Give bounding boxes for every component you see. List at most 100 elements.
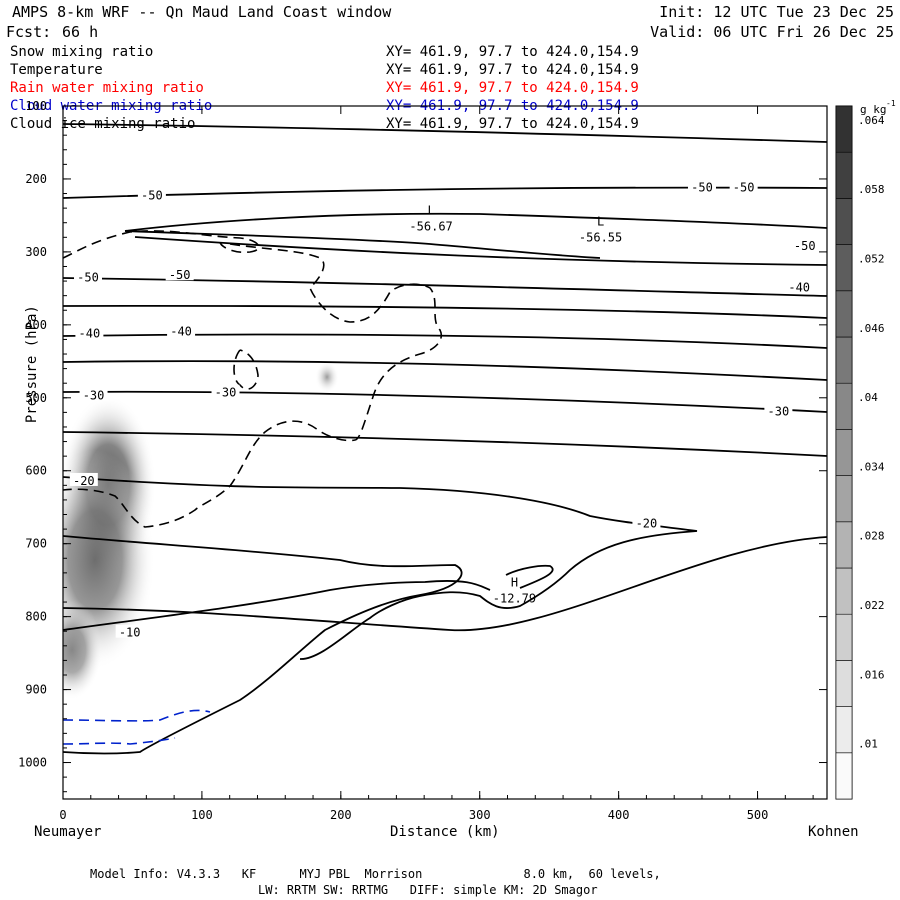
y-tick-label: 700: [25, 537, 47, 551]
field-xy: XY= 461.9, 97.7 to 424.0,154.9: [386, 116, 639, 132]
model-info-line2: LW: RRTM SW: RRTMG DIFF: simple KM: 2D S…: [258, 883, 598, 897]
contour-label-bg: [79, 387, 108, 401]
field-xy: XY= 461.9, 97.7 to 424.0,154.9: [386, 80, 639, 96]
colorbar-label: .022: [858, 599, 885, 612]
valid-time: Valid: 06 UTC Fri 26 Dec 25: [650, 23, 894, 41]
y-tick-label: 100: [25, 99, 47, 113]
contour-label: -20: [636, 516, 658, 530]
contour-label: -50: [141, 189, 163, 203]
model-info-line1: Model Info: V4.3.3 KF MYJ PBL Morrison 8…: [90, 867, 661, 881]
contour-label-bg: [211, 384, 240, 398]
temperature-contours: [63, 123, 827, 755]
colorbar-level: [835, 660, 853, 707]
extremum-type: H: [511, 576, 518, 590]
field-xy: XY= 461.9, 97.7 to 424.0,154.9: [386, 44, 639, 60]
x-tick-label: 300: [469, 808, 491, 822]
contour-label: -50: [77, 270, 99, 284]
colorbar-label: .028: [858, 530, 885, 543]
contour-label-bg: [167, 323, 196, 337]
x-tick-label: 200: [330, 808, 352, 822]
colorbar-label: .046: [858, 322, 885, 335]
contour-label-bg: [764, 403, 793, 417]
right-endpoint-label: Kohnen: [808, 824, 859, 840]
y-tick-label: 800: [25, 610, 47, 624]
y-tick-label: 900: [25, 683, 47, 697]
forecast-label: Fcst:: [6, 23, 52, 41]
y-tick-label: 300: [25, 245, 47, 259]
plot-frame: [62, 105, 828, 800]
colorbar-level: [835, 475, 853, 523]
colorbar-label: .058: [858, 183, 885, 196]
chart-title: AMPS 8-km WRF -- Qn Maud Land Coast wind…: [12, 3, 392, 21]
colorbar-level: [835, 752, 853, 800]
forecast-hour: 66 h: [62, 23, 99, 41]
x-axis-label: Distance (km): [390, 824, 500, 840]
x-tick-label: 400: [608, 808, 630, 822]
left-endpoint-label: Neumayer: [34, 824, 102, 840]
field-name: Rain water mixing ratio: [10, 80, 204, 96]
colorbar-level: [835, 429, 853, 476]
field-xy: XY= 461.9, 97.7 to 424.0,154.9: [386, 62, 639, 78]
x-tick-label: 100: [191, 808, 213, 822]
contour-label: -50: [691, 181, 713, 195]
colorbar-level: [835, 290, 853, 338]
extremum-value: -12.79: [493, 592, 536, 606]
contour-label-bg: [75, 325, 104, 339]
contour-label: -30: [215, 386, 237, 400]
colorbar-label: .052: [858, 252, 885, 265]
contour-label-bg: [165, 267, 194, 281]
y-axis-label: Pressure (hPa): [8, 305, 40, 440]
plot-area: [63, 123, 827, 755]
colorbar-level: [835, 382, 853, 430]
colorbar-unit: g kg: [860, 103, 887, 116]
colorbar-level: [835, 198, 853, 245]
contour-label-bg: [115, 624, 144, 638]
x-tick-label: 0: [59, 808, 66, 822]
y-tick-label: 500: [25, 391, 47, 405]
colorbar-level: [835, 336, 853, 384]
y-tick-label: 600: [25, 464, 47, 478]
y-tick-label: 400: [25, 318, 47, 332]
extremum-value: -56.67: [409, 220, 452, 234]
y-tick-label: 200: [25, 172, 47, 186]
contour-label: -10: [119, 626, 141, 640]
contour-label-bg: [785, 279, 814, 293]
contour-label-bg: [69, 472, 98, 486]
colorbar-level: [835, 613, 853, 661]
colorbar-label: .04: [858, 391, 878, 404]
contour-label: -40: [170, 324, 192, 338]
extremum-type: L: [597, 215, 604, 229]
contour-label: -30: [768, 405, 790, 419]
snow-shading-small: [315, 361, 339, 393]
colorbar-label: .016: [858, 668, 885, 681]
contour-label: -50: [169, 268, 191, 282]
field-name: Snow mixing ratio: [10, 44, 154, 60]
init-time: Init: 12 UTC Tue 23 Dec 25: [659, 3, 894, 21]
contour-label: -50: [794, 239, 816, 253]
contour-label-bg: [729, 179, 758, 193]
contour-label: -50: [733, 181, 755, 195]
colorbar-level: [835, 521, 853, 569]
colorbar-level: [835, 151, 853, 199]
cloud-water-contours: [63, 709, 211, 745]
contour-label: -40: [788, 281, 810, 295]
cloud-ice-contours: [63, 230, 442, 528]
colorbar-level: [835, 244, 853, 292]
colorbar-label: .034: [858, 460, 885, 473]
colorbar-level: [835, 105, 853, 153]
colorbar-level: [835, 567, 853, 615]
snow-shading-low: [63, 600, 102, 700]
colorbar-level: [835, 706, 853, 754]
field-name: Cloud ice mixing ratio: [10, 116, 196, 132]
contour-label: -40: [79, 327, 101, 341]
extremum-value: -56.55: [579, 231, 622, 245]
field-name: Temperature: [10, 62, 103, 78]
extremum-type: L: [427, 204, 434, 218]
y-axis-title: Pressure (hPa): [24, 305, 40, 424]
contour-label: -20: [73, 474, 95, 488]
colorbar-label: .01: [858, 738, 878, 751]
contour-label-bg: [137, 187, 166, 201]
colorbar: .01 .016 .022 .028 .034 .04 .046 .052 .058 .064g …: [835, 99, 896, 800]
contour-label-bg: [632, 515, 661, 529]
